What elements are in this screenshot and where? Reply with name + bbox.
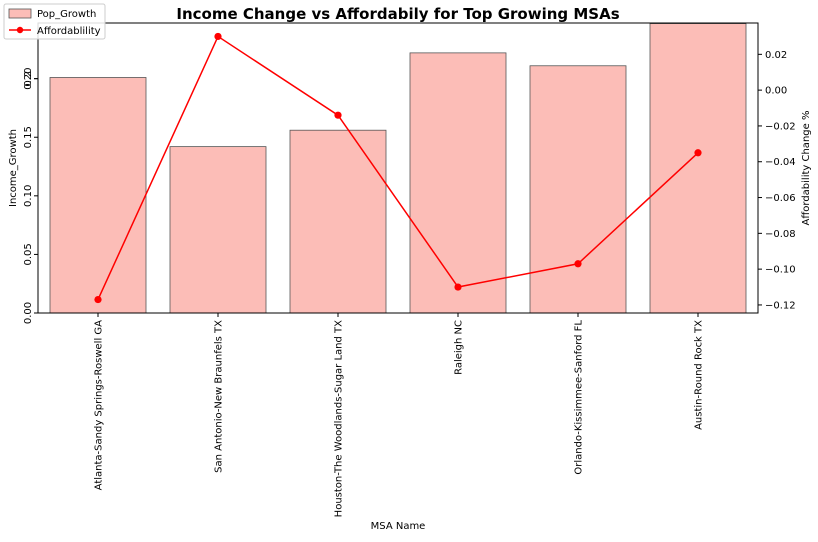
- legend-pop-growth-swatch: [8, 8, 32, 19]
- legend-affordability-marker: [16, 26, 24, 34]
- bar-pop-growth: [409, 52, 507, 314]
- y2-tick-label: −0.08: [765, 229, 796, 240]
- x-tick-label: Orlando-Kissimmee-Sanford FL: [574, 320, 585, 475]
- y2-tick-label: −0.04: [765, 157, 796, 168]
- y2-tick-label: −0.02: [765, 121, 796, 132]
- chart-title: Income Change vs Affordabily for Top Gro…: [176, 5, 619, 23]
- affordability-point: [454, 283, 462, 291]
- affordability-point: [214, 32, 222, 41]
- right-axis: 0.02 0.00 −0.02 −0.04 −0.06 −0.08 −0.10 −0.12: [758, 50, 796, 311]
- y2-tick-label: −0.06: [765, 193, 796, 204]
- y-tick-label: 0.05: [23, 243, 34, 265]
- bars-layer: [49, 23, 747, 314]
- y2-tick-label: 0.02: [765, 50, 787, 61]
- bar-pop-growth: [529, 65, 627, 314]
- affordability-point: [694, 149, 702, 157]
- y-tick-label: 0.10: [23, 185, 34, 207]
- bar-pop-growth: [649, 23, 747, 314]
- plot-frame: [37, 22, 759, 314]
- y-axis-title: Income_Growth: [8, 129, 19, 207]
- y2-tick-label: −0.10: [765, 265, 796, 276]
- left-axis: 0.00 0.05 0.10 0.15 0.200.2: [23, 68, 38, 324]
- legend-affordability-label: Affordablility: [37, 26, 101, 37]
- legend[interactable]: Pop_Growth Affordablility: [3, 3, 106, 40]
- x-tick-label: Austin-Round Rock TX: [694, 320, 705, 430]
- y2-axis-title: Affordability Change %: [801, 111, 812, 226]
- bar-pop-growth: [49, 77, 147, 314]
- x-tick-label: San Antonio-New Braunfels TX: [214, 320, 225, 473]
- affordability-point: [574, 260, 582, 268]
- y-tick-label: 0.00: [23, 302, 34, 324]
- y-tick-label: 0.2: [23, 71, 34, 87]
- x-axis: Atlanta-Sandy Springs-Roswell GA San Anto…: [94, 313, 705, 517]
- x-tick-label: Houston-The Woodlands-Sugar Land TX: [334, 320, 345, 517]
- line-layer: [94, 32, 702, 304]
- affordability-point: [334, 111, 342, 119]
- y2-tick-label: −0.12: [765, 300, 796, 311]
- y-tick-label: 0.20: [23, 68, 34, 90]
- y-tick-label: 0.15: [23, 126, 34, 148]
- x-tick-label: Atlanta-Sandy Springs-Roswell GA: [94, 320, 105, 490]
- bar-pop-growth: [169, 146, 267, 314]
- y2-tick-label: 0.00: [765, 86, 787, 97]
- legend-pop-growth-label: Pop_Growth: [37, 9, 96, 20]
- x-tick-label: Raleigh NC: [454, 320, 465, 375]
- x-axis-title: MSA Name: [371, 521, 426, 532]
- affordability-line: [97, 35, 699, 300]
- bar-pop-growth: [289, 129, 387, 314]
- affordability-point: [94, 295, 102, 304]
